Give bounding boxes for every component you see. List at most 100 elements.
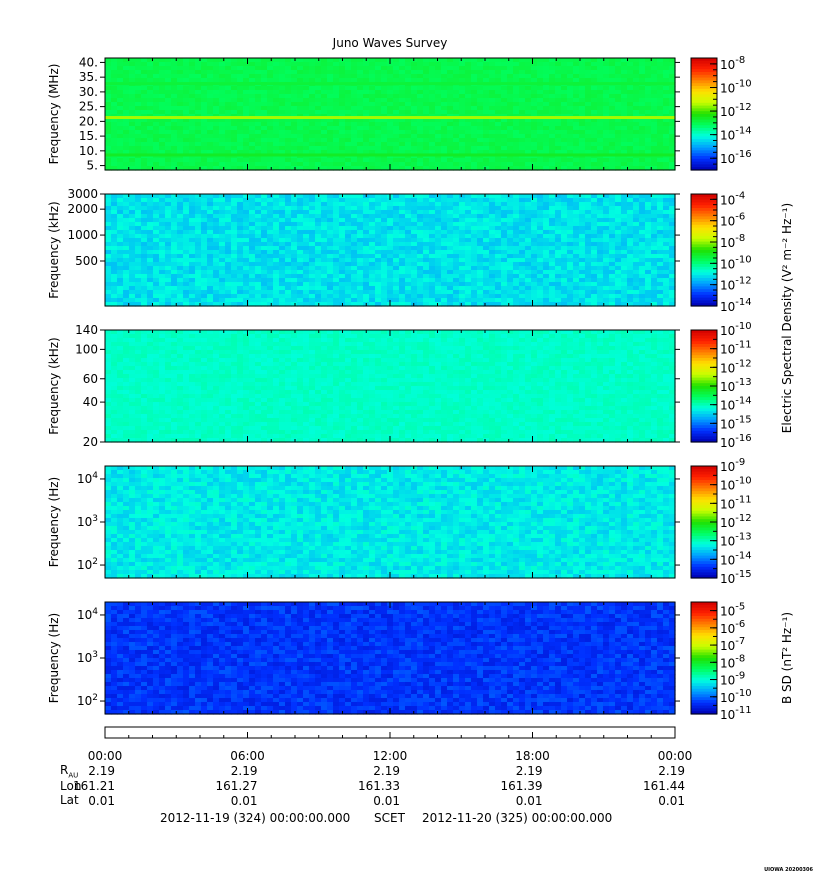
spectrogram-cell bbox=[255, 130, 262, 135]
spectrogram-cell bbox=[453, 138, 460, 143]
spectrogram-cell bbox=[621, 214, 628, 219]
spectrogram-cell bbox=[117, 226, 124, 231]
spectrogram-cell bbox=[525, 90, 532, 95]
spectrogram-cell bbox=[663, 62, 670, 67]
spectrogram-cell bbox=[501, 150, 508, 155]
spectrogram-cell bbox=[615, 234, 622, 239]
spectrogram-cell bbox=[147, 162, 154, 167]
spectrogram-cell bbox=[135, 250, 142, 255]
spectrogram-cell bbox=[207, 66, 214, 71]
spectrogram-cell bbox=[297, 242, 304, 247]
spectrogram-cell bbox=[303, 106, 310, 111]
spectrogram-cell bbox=[327, 86, 334, 91]
spectrogram-cell bbox=[105, 226, 112, 231]
spectrogram-cell bbox=[351, 122, 358, 127]
spectrogram-cell bbox=[165, 66, 172, 71]
spectrogram-cell bbox=[429, 94, 436, 99]
spectrogram-cell bbox=[231, 218, 238, 223]
spectrogram-cell bbox=[345, 226, 352, 231]
spectrogram-cell bbox=[549, 238, 556, 243]
spectrogram-cell bbox=[201, 134, 208, 139]
spectrogram-cell bbox=[159, 222, 166, 227]
spectrogram-cell bbox=[573, 222, 580, 227]
spectrogram-cell bbox=[147, 218, 154, 223]
spectrogram-cell bbox=[327, 74, 334, 79]
spectrogram-cell bbox=[333, 202, 340, 207]
spectrogram-cell bbox=[339, 90, 346, 95]
spectrogram-cell bbox=[285, 86, 292, 91]
spectrogram-cell bbox=[255, 158, 262, 163]
spectrogram-cell bbox=[303, 166, 310, 171]
spectrogram-cell bbox=[555, 150, 562, 155]
spectrogram-cell bbox=[225, 106, 232, 111]
spectrogram-cell bbox=[153, 222, 160, 227]
spectrogram-cell bbox=[309, 122, 316, 127]
spectrogram-cell bbox=[387, 110, 394, 115]
spectrogram-cell bbox=[213, 126, 220, 131]
spectrogram-cell bbox=[171, 162, 178, 167]
spectrogram-cell bbox=[369, 134, 376, 139]
spectrogram-cell bbox=[645, 134, 652, 139]
spectrogram-cell bbox=[255, 150, 262, 155]
spectrogram-cell bbox=[579, 122, 586, 127]
spectrogram-cell bbox=[189, 94, 196, 99]
spectrogram-cell bbox=[423, 122, 430, 127]
spectrogram-cell bbox=[597, 102, 604, 107]
spectrogram-cell bbox=[333, 230, 340, 235]
spectrogram-cell bbox=[567, 210, 574, 215]
spectrogram-cell bbox=[411, 130, 418, 135]
spectrogram-cell bbox=[351, 70, 358, 75]
spectrogram-cell bbox=[339, 98, 346, 103]
spectrogram-cell bbox=[657, 234, 664, 239]
spectrogram-cell bbox=[333, 206, 340, 211]
spectrogram-cell bbox=[393, 138, 400, 143]
spectrogram-cell bbox=[537, 102, 544, 107]
spectrogram-cell bbox=[495, 238, 502, 243]
spectrogram-cell bbox=[525, 282, 532, 287]
spectrogram-cell bbox=[327, 146, 334, 151]
spectrogram-cell bbox=[213, 70, 220, 75]
spectrogram-cell bbox=[375, 130, 382, 135]
spectrogram-cell bbox=[537, 106, 544, 111]
spectrogram-cell bbox=[231, 138, 238, 143]
spectrogram-cell bbox=[225, 206, 232, 211]
spectrogram-cell bbox=[441, 262, 448, 267]
spectrogram-cell bbox=[609, 150, 616, 155]
spectrogram-cell bbox=[447, 214, 454, 219]
spectrogram-cell bbox=[513, 166, 520, 171]
colorbar-segment bbox=[691, 63, 717, 67]
spectrogram-cell bbox=[435, 62, 442, 67]
spectrogram-cell bbox=[645, 222, 652, 227]
spectrogram-cell bbox=[435, 214, 442, 219]
spectrogram-cell bbox=[177, 230, 184, 235]
spectrogram-cell bbox=[471, 226, 478, 231]
spectrogram-cell bbox=[489, 110, 496, 115]
spectrogram-cell bbox=[507, 98, 514, 103]
spectrogram-cell bbox=[111, 262, 118, 267]
spectrogram-cell bbox=[117, 214, 124, 219]
spectrogram-cell bbox=[237, 222, 244, 227]
spectrogram-cell bbox=[387, 134, 394, 139]
spectrogram-cell bbox=[621, 226, 628, 231]
spectrogram-cell bbox=[417, 78, 424, 83]
spectrogram-cell bbox=[363, 266, 370, 271]
spectrogram-cell bbox=[441, 214, 448, 219]
spectrogram-cell bbox=[555, 102, 562, 107]
spectrogram-cell bbox=[261, 138, 268, 143]
spectrogram-cell bbox=[309, 242, 316, 247]
spectrogram-cell bbox=[375, 102, 382, 107]
spectrogram-cell bbox=[501, 162, 508, 167]
spectrogram-cell bbox=[447, 118, 454, 123]
spectrogram-cell bbox=[519, 118, 526, 123]
spectrogram-cell bbox=[621, 202, 628, 207]
spectrogram-cell bbox=[387, 274, 394, 279]
spectrogram-cell bbox=[243, 150, 250, 155]
spectrogram-cell bbox=[621, 198, 628, 203]
spectrogram-cell bbox=[471, 150, 478, 155]
spectrogram-cell bbox=[549, 142, 556, 147]
spectrogram-cell bbox=[561, 94, 568, 99]
spectrogram-cell bbox=[357, 258, 364, 263]
spectrogram-cell bbox=[321, 150, 328, 155]
spectrogram-cell bbox=[465, 62, 472, 67]
spectrogram-cell bbox=[495, 162, 502, 167]
